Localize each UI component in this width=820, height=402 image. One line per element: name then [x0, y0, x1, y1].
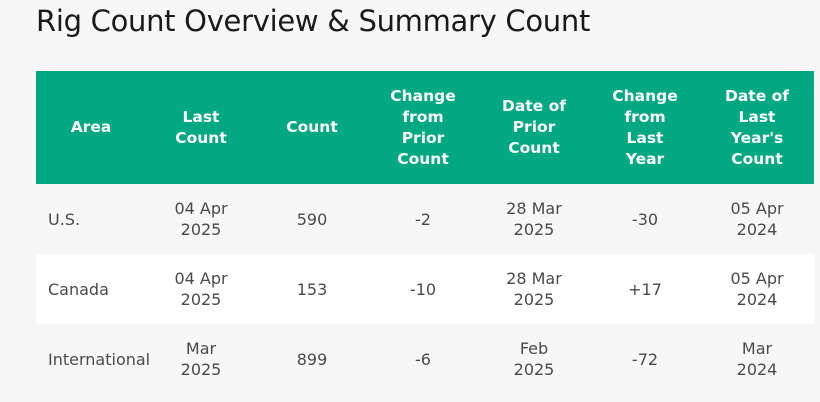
- header-line: Count: [731, 149, 783, 168]
- header-line: from: [624, 107, 666, 126]
- cell-line: Feb: [519, 339, 549, 358]
- header-line: Year's: [730, 128, 784, 147]
- cell-last-count: 04 Apr 2025: [146, 184, 256, 254]
- cell-last-count: 04 Apr 2025: [146, 254, 256, 324]
- header-line: Count: [286, 118, 338, 136]
- cell-line: Mar: [185, 339, 217, 358]
- header-line: Date of: [724, 86, 790, 105]
- header-change-from-prior-count: Change from Prior Count: [368, 71, 478, 184]
- header-line: Area: [70, 118, 112, 136]
- rig-count-table: Area Last Count Count Change from Prior …: [36, 71, 814, 394]
- header-area: Area: [36, 71, 146, 184]
- header-line: Change: [612, 86, 678, 105]
- cell-date-last-year: 05 Apr 2024: [700, 184, 814, 254]
- header-line: Change: [390, 86, 456, 105]
- cell-last-count: Mar 2025: [146, 324, 256, 394]
- header-line: Prior: [512, 118, 556, 136]
- cell-date-prior: 28 Mar 2025: [478, 254, 590, 324]
- cell-date-last-year: 05 Apr 2024: [700, 254, 814, 324]
- page-title: Rig Count Overview & Summary Count: [36, 4, 591, 38]
- cell-line: 04 Apr: [174, 199, 228, 218]
- header-last-count: Last Count: [146, 71, 256, 184]
- cell-count: 153: [296, 279, 328, 299]
- cell-line: 2025: [513, 360, 555, 379]
- cell-line: 2025: [180, 220, 222, 239]
- cell-line: 2024: [736, 360, 778, 379]
- header-line: Prior: [401, 128, 445, 147]
- cell-count: 590: [296, 209, 328, 229]
- header-line: Last: [182, 107, 220, 126]
- header-count: Count: [256, 71, 368, 184]
- header-line: Last: [626, 128, 664, 147]
- header-date-of-prior-count: Date of Prior Count: [478, 71, 590, 184]
- header-line: from: [402, 107, 444, 126]
- cell-change-year: -72: [631, 349, 659, 369]
- table-row: International Mar 2025 899 -6 Feb 2025 -…: [36, 324, 814, 394]
- cell-line: 2025: [180, 360, 222, 379]
- cell-area: U.S.: [48, 209, 81, 229]
- cell-change-year: +17: [628, 279, 662, 299]
- cell-line: 2024: [736, 220, 778, 239]
- cell-line: 2024: [736, 290, 778, 309]
- cell-line: 05 Apr: [730, 199, 784, 218]
- cell-line: 05 Apr: [730, 269, 784, 288]
- cell-change-prior: -2: [415, 209, 431, 229]
- cell-line: 28 Mar: [506, 269, 562, 288]
- cell-line: 04 Apr: [174, 269, 228, 288]
- cell-line: Mar: [741, 339, 773, 358]
- header-line: Last: [738, 107, 776, 126]
- cell-count: 899: [296, 349, 328, 369]
- header-line: Date of: [501, 97, 567, 115]
- cell-line: 2025: [513, 220, 555, 239]
- cell-area: International: [48, 349, 151, 369]
- header-line: Count: [175, 128, 227, 147]
- header-line: Count: [397, 149, 449, 168]
- table-row: Canada 04 Apr 2025 153 -10 28 Mar 2025 +…: [36, 254, 814, 324]
- table-header-row: Area Last Count Count Change from Prior …: [36, 71, 814, 184]
- header-line: Year: [625, 149, 665, 168]
- cell-change-year: -30: [631, 209, 659, 229]
- header-change-from-last-year: Change from Last Year: [590, 71, 700, 184]
- cell-change-prior: -6: [415, 349, 431, 369]
- cell-date-prior: 28 Mar 2025: [478, 184, 590, 254]
- cell-date-prior: Feb 2025: [478, 324, 590, 394]
- cell-line: 2025: [180, 290, 222, 309]
- table-row: U.S. 04 Apr 2025 590 -2 28 Mar 2025 -30 …: [36, 184, 814, 254]
- cell-line: 2025: [513, 290, 555, 309]
- cell-date-last-year: Mar 2024: [700, 324, 814, 394]
- header-line: Count: [508, 139, 560, 157]
- cell-change-prior: -10: [409, 279, 437, 299]
- cell-line: 28 Mar: [506, 199, 562, 218]
- header-date-of-last-years-count: Date of Last Year's Count: [700, 71, 814, 184]
- cell-area: Canada: [48, 279, 109, 299]
